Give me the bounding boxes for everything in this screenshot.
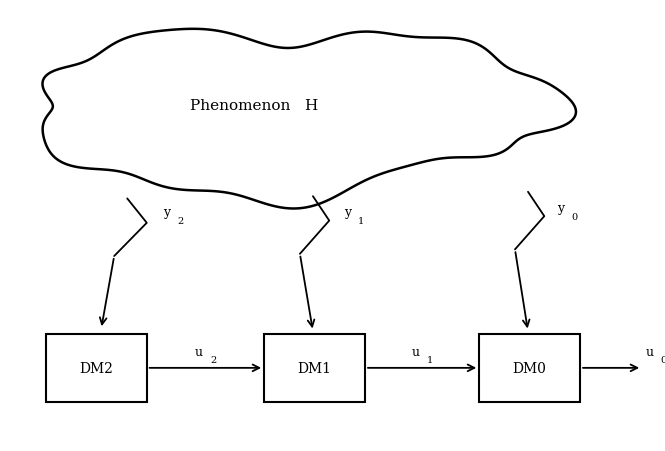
Bar [479, 334, 580, 402]
Text: u: u [412, 345, 420, 358]
Bar [264, 334, 365, 402]
Text: DM0: DM0 [513, 361, 547, 375]
Text: 0: 0 [660, 355, 665, 364]
Text: u: u [645, 345, 653, 358]
Text: Phenomenon   H: Phenomenon H [190, 99, 319, 113]
Text: y: y [557, 202, 565, 214]
Text: DM2: DM2 [79, 361, 113, 375]
Text: DM1: DM1 [297, 361, 332, 375]
Text: 1: 1 [358, 216, 364, 226]
Bar [46, 334, 147, 402]
Text: 2: 2 [210, 355, 216, 364]
Text: u: u [195, 345, 203, 358]
Polygon shape [43, 30, 576, 209]
Text: 0: 0 [572, 212, 578, 221]
Text: 1: 1 [427, 355, 433, 364]
Text: y: y [344, 206, 350, 219]
Text: 2: 2 [178, 216, 184, 226]
Text: y: y [163, 206, 170, 219]
